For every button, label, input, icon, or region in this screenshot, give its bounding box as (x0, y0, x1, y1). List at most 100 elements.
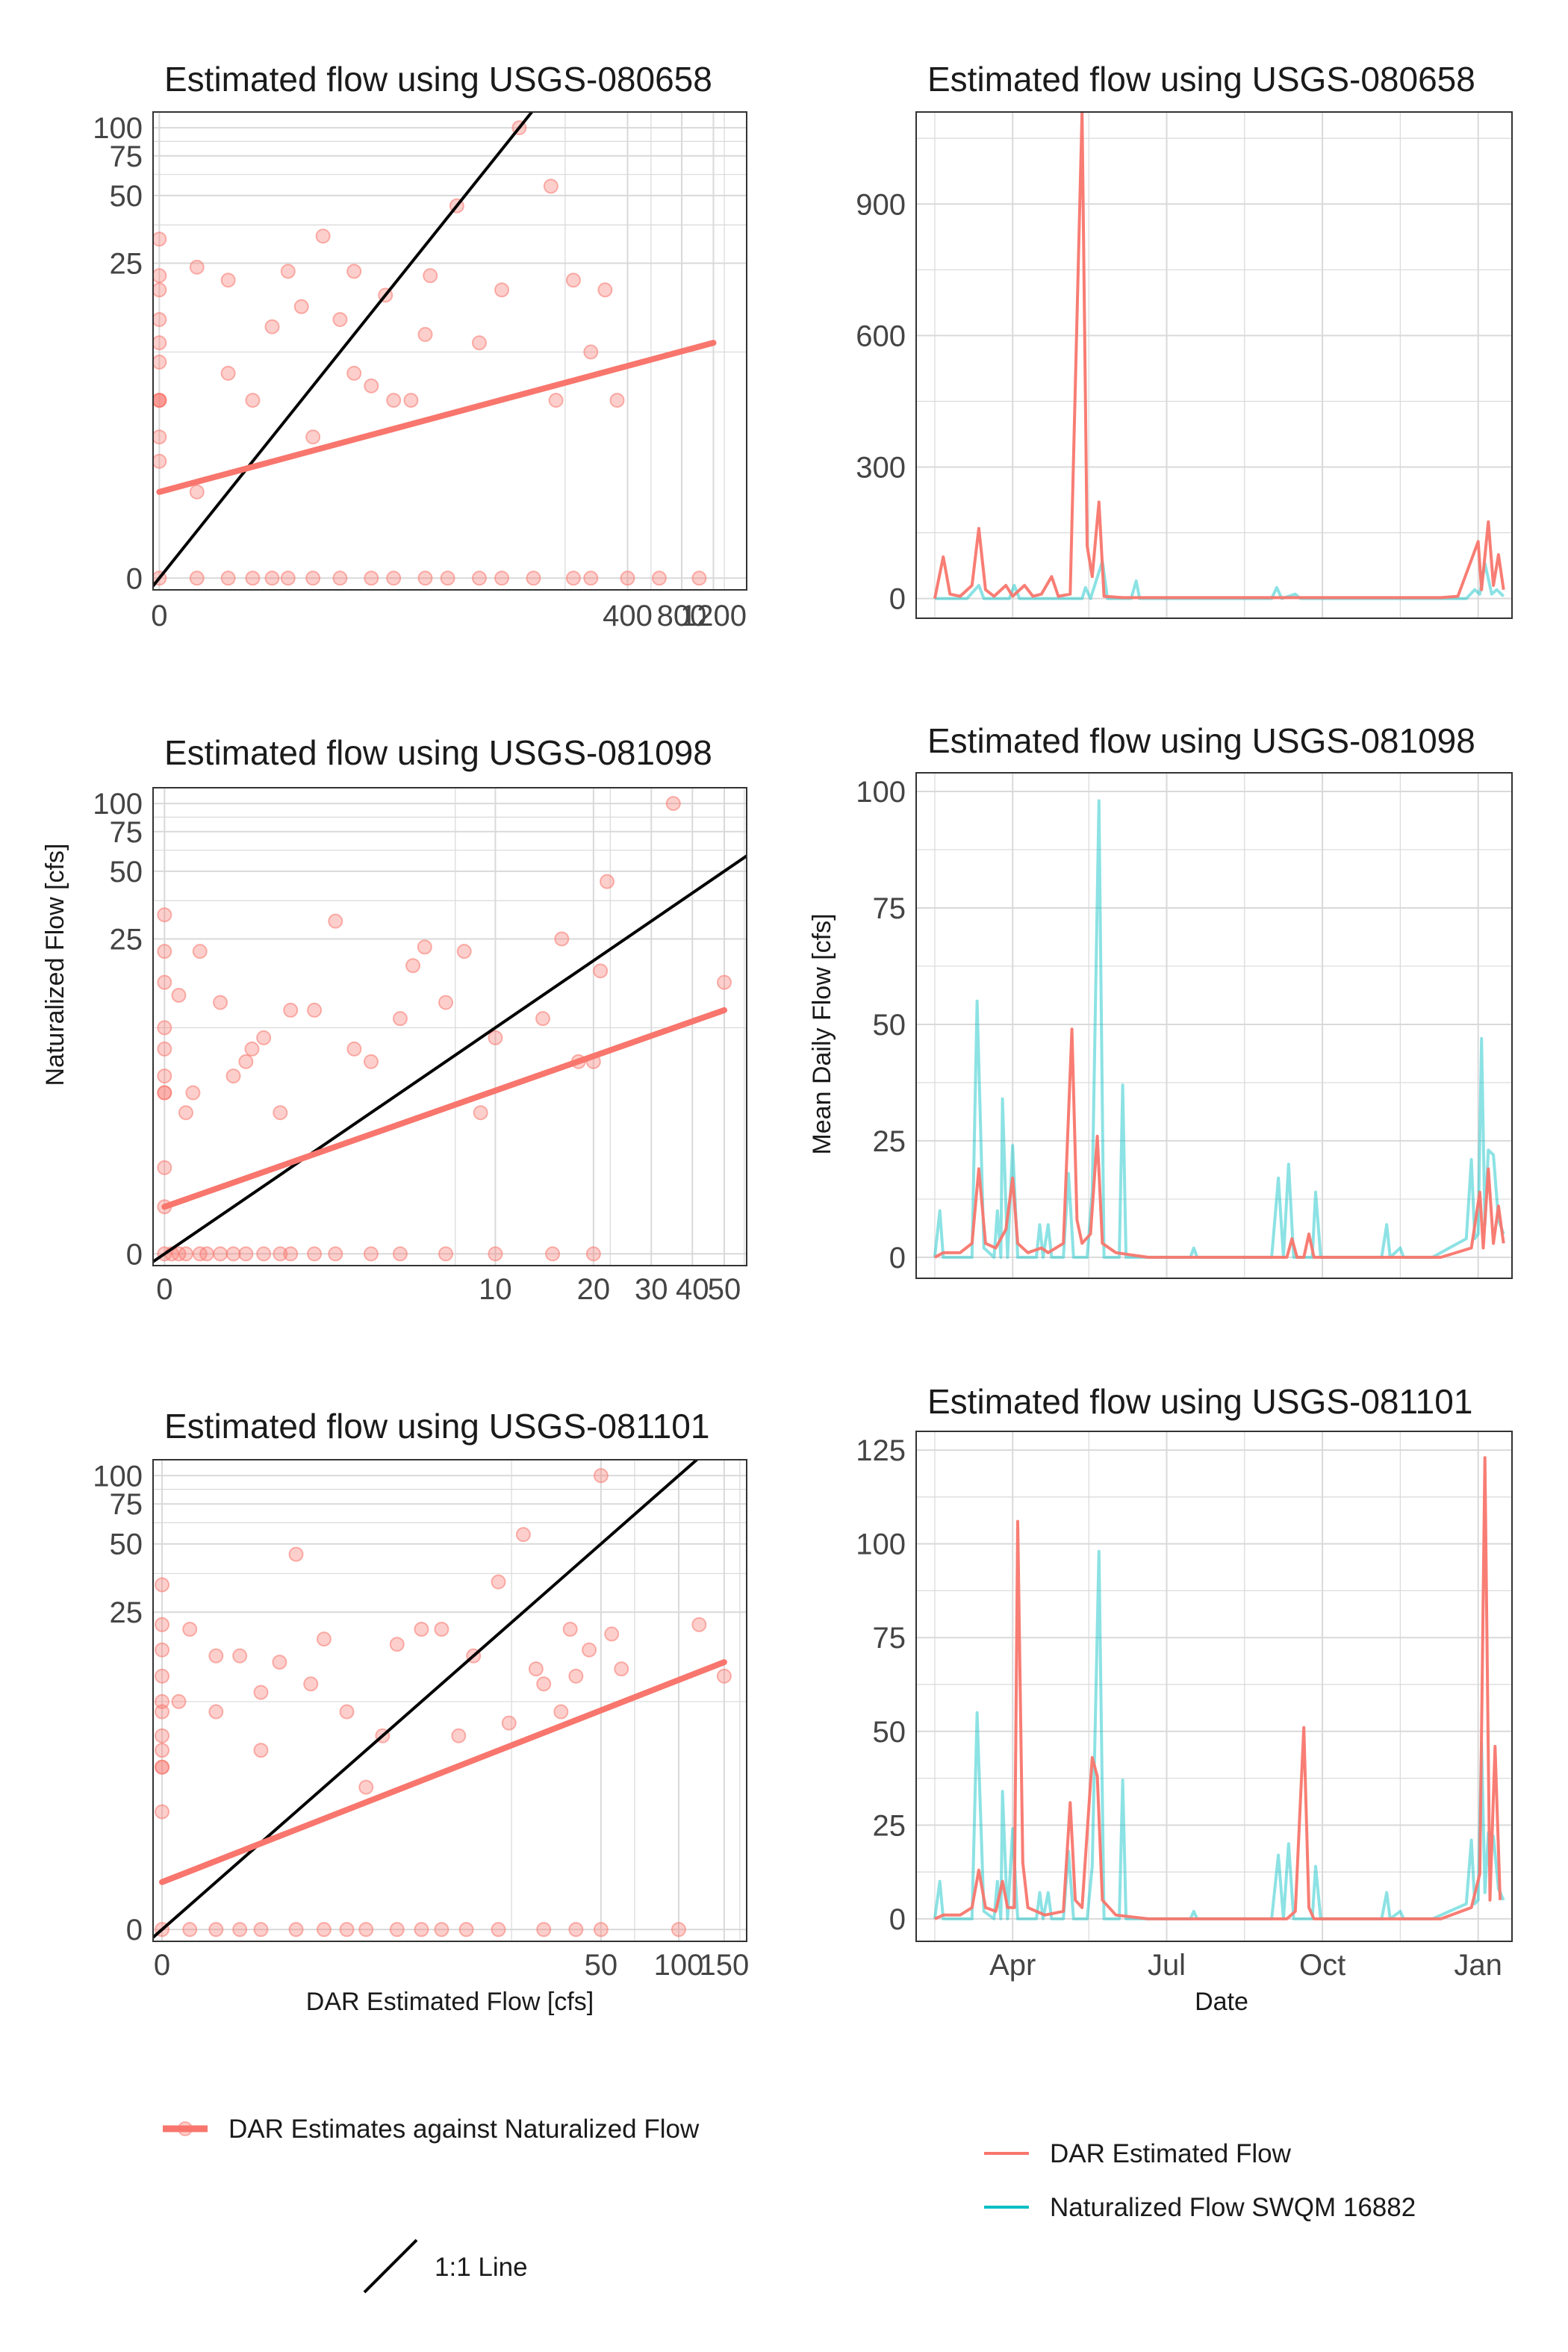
scatter-point (192, 944, 208, 959)
timeseries-y-tick-label: 50 (873, 1009, 906, 1042)
scatter-point (171, 1693, 187, 1709)
timeseries-x-axis-label: Date (1195, 1988, 1248, 2016)
scatter-title: Estimated flow using USGS-081098 (164, 733, 712, 772)
scatter-point (305, 429, 321, 445)
scatter-point (155, 1743, 170, 1758)
scatter-point (583, 344, 599, 360)
scatter-point (451, 1728, 467, 1743)
scatter-x-tick-label: 30 (635, 1273, 668, 1306)
scatter-point (245, 570, 261, 586)
scatter-point (565, 273, 581, 288)
scatter-points (157, 796, 732, 1262)
scatter-point (691, 570, 707, 586)
scatter-point (155, 1804, 170, 1820)
scatter-point (434, 1922, 449, 1938)
scatter-point (620, 570, 635, 586)
scatter-y-tick-label: 0 (126, 562, 143, 595)
scatter-point (386, 393, 402, 408)
scatter-point (691, 1617, 707, 1632)
scatter-point (568, 1922, 584, 1938)
scatter-panel-2: Estimated flow using USGS-08109802550751… (93, 733, 747, 1306)
scatter-point (153, 429, 167, 445)
scatter-y-tick-label: 50 (110, 856, 143, 889)
scatter-point (386, 570, 402, 586)
scatter-point (155, 1693, 170, 1709)
scatter-point (256, 1030, 272, 1045)
timeseries-x-tick-label: Jul (1148, 1949, 1186, 1982)
scatter-point (339, 1704, 355, 1720)
scatter-point (316, 1631, 332, 1647)
scatter-x-tick-label: 0 (151, 600, 167, 632)
scatter-point (256, 1246, 272, 1262)
scatter-point (155, 1577, 170, 1593)
scatter-point (434, 1621, 449, 1637)
scatter-panel-border (152, 1459, 747, 1942)
scatter-point (244, 1041, 260, 1057)
scatter-lines (153, 112, 717, 588)
scatter-panel-bg (153, 1460, 747, 1941)
one-to-one-line (153, 853, 747, 1264)
legend-key-scatter-point (178, 2121, 193, 2136)
scatter-point (363, 1054, 379, 1069)
scatter-point (346, 1041, 362, 1057)
scatter-y-tick-label: 75 (110, 1488, 143, 1521)
scatter-point (438, 995, 453, 1010)
timeseries-x-tick-label: Jan (1454, 1949, 1502, 1982)
scatter-point (307, 1246, 323, 1262)
timeseries-y-tick-label: 25 (873, 1125, 906, 1158)
one-to-one-line (153, 112, 534, 588)
timeseries-y-tick-label: 75 (873, 892, 906, 925)
scatter-point (153, 268, 167, 284)
scatter-point (238, 1054, 254, 1069)
scatter-point (182, 1922, 198, 1938)
scatter-point (456, 944, 472, 959)
scatter-point (604, 1626, 620, 1642)
scatter-y-tick-label: 25 (110, 923, 143, 956)
trend-line (161, 1007, 728, 1210)
scatter-point (545, 1246, 561, 1262)
scatter-point (283, 1246, 299, 1262)
scatter-point (157, 1020, 172, 1036)
scatter-point (189, 484, 205, 500)
scatter-point (288, 1546, 304, 1562)
scatter-x-tick-label: 0 (154, 1949, 170, 1982)
timeseries-y-tick-label: 300 (856, 451, 906, 484)
scatter-point (494, 282, 510, 298)
scatter-lines (153, 1460, 727, 1940)
scatter-point (593, 1922, 609, 1938)
scatter-point (471, 335, 487, 351)
scatter-point (208, 1704, 224, 1720)
scatter-point (423, 268, 438, 284)
scatter-point (389, 1637, 405, 1652)
scatter-point (155, 1668, 170, 1684)
scatter-y-tick-label: 75 (110, 816, 143, 849)
scatter-point (364, 378, 379, 393)
scatter-point (225, 1246, 241, 1262)
scatter-y-tick-label: 100 (93, 112, 143, 145)
scatter-point (585, 1246, 601, 1262)
scatter-point (182, 1621, 198, 1637)
scatter-point (491, 1922, 506, 1938)
scatter-point (328, 1246, 343, 1262)
scatter-point (528, 1661, 544, 1677)
timeseries-y-axis-label: Mean Daily Flow [cfs] (808, 913, 836, 1154)
scatter-point (315, 228, 331, 244)
scatter-point (293, 299, 309, 314)
scatter-x-tick-label: 50 (585, 1949, 618, 1982)
scatter-grid (153, 112, 747, 590)
timeseries-panel-bg (916, 773, 1512, 1278)
scatter-title: Estimated flow using USGS-080658 (164, 60, 712, 99)
scatter-x-axis-label: DAR Estimated Flow [cfs] (306, 1988, 594, 2016)
scatter-point (157, 1160, 172, 1175)
scatter-point (153, 393, 167, 408)
scatter-point (562, 1621, 578, 1637)
scatter-point (494, 570, 510, 586)
legend-label-naturalized-flow: Naturalized Flow SWQM 16882 (1050, 2193, 1416, 2222)
scatter-point (288, 1922, 304, 1938)
timeseries-y-tick-label: 900 (856, 188, 906, 221)
timeseries-lines (933, 112, 1505, 600)
scatter-point (232, 1648, 248, 1664)
scatter-point (220, 273, 236, 288)
scatter-point (339, 1922, 355, 1938)
one-to-one-line (153, 1460, 700, 1940)
